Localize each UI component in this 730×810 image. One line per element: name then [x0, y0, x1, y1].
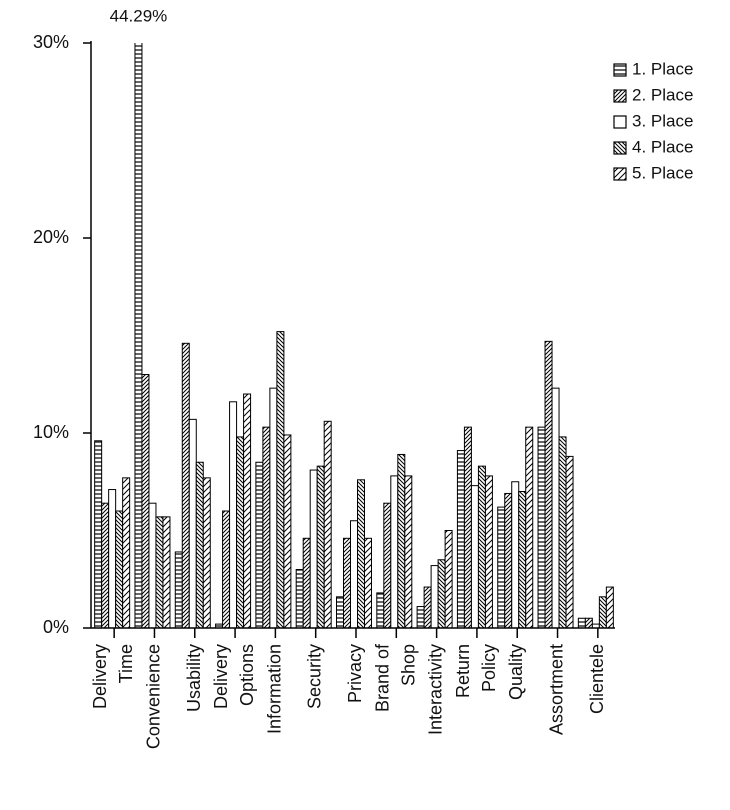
x-tick-label: Privacy — [345, 644, 365, 703]
bar — [108, 489, 117, 629]
y-tick-label: 20% — [33, 227, 69, 247]
legend-swatch — [613, 141, 627, 155]
bar — [262, 426, 271, 629]
bar — [134, 43, 143, 629]
bar — [222, 510, 231, 629]
bar — [188, 418, 197, 629]
bar — [115, 510, 124, 629]
bar — [511, 481, 520, 629]
bar — [537, 426, 546, 629]
bar — [243, 393, 252, 629]
bar — [565, 455, 574, 629]
bar — [477, 465, 486, 629]
bar — [463, 426, 472, 629]
bar — [295, 569, 304, 629]
bar — [283, 434, 292, 629]
bar — [504, 492, 513, 629]
x-tick-label: Brand of Shop — [372, 643, 418, 712]
bar — [357, 479, 365, 629]
bar — [551, 387, 560, 629]
legend-label: 4. Place — [632, 137, 693, 156]
x-tick-label: Information — [264, 644, 284, 734]
y-tick-label: 10% — [33, 422, 69, 442]
bar — [155, 516, 164, 629]
bar — [525, 426, 534, 629]
bar — [584, 617, 593, 629]
bar — [276, 331, 285, 629]
bar — [350, 520, 358, 629]
bar — [456, 450, 465, 629]
bar — [229, 401, 238, 629]
bar — [423, 586, 432, 629]
bar — [444, 530, 453, 629]
bar — [484, 475, 493, 629]
legend-label: 3. Place — [632, 111, 693, 130]
bar — [518, 491, 527, 629]
x-tick-label: Convenience — [143, 644, 163, 749]
x-tick-label: Security — [304, 644, 324, 709]
bar — [255, 461, 264, 629]
bar — [343, 537, 351, 629]
x-tick-label: Usability — [184, 644, 204, 712]
bar — [430, 565, 439, 629]
bar — [383, 502, 392, 629]
bar — [316, 465, 325, 629]
y-tick-label: 0% — [43, 617, 69, 637]
bar — [101, 502, 110, 629]
bar — [269, 387, 278, 629]
legend-label: 1. Place — [632, 59, 693, 78]
bar — [404, 475, 413, 629]
bar — [577, 617, 586, 629]
y-tick-label: 30% — [33, 32, 69, 52]
x-tick-label: Quality — [506, 644, 526, 700]
legend-label: 5. Place — [632, 163, 693, 182]
bar — [302, 537, 311, 629]
legend-label: 2. Place — [632, 85, 693, 104]
x-tick-label: Interactivity — [425, 644, 445, 735]
bar — [141, 374, 150, 629]
bar — [558, 436, 567, 629]
bar — [470, 485, 479, 629]
bar — [181, 342, 190, 629]
bar — [236, 436, 245, 629]
bar — [605, 586, 614, 629]
legend-swatch — [613, 115, 627, 129]
value-label: 44.29% — [110, 6, 168, 25]
bar — [437, 559, 446, 629]
x-tick-label: Assortment — [546, 644, 566, 735]
bar — [174, 551, 183, 629]
bar — [309, 469, 318, 629]
bar — [162, 516, 171, 629]
legend-swatch — [613, 167, 627, 181]
x-tick-label: Delivery Time — [90, 644, 136, 709]
bar — [364, 537, 372, 629]
bar — [397, 453, 406, 629]
bar — [598, 596, 607, 629]
bar — [376, 592, 385, 629]
bar — [202, 477, 211, 629]
x-tick-label: Delivery Options — [211, 644, 257, 709]
x-tick-label: Clientele — [587, 644, 607, 714]
bar — [94, 440, 103, 629]
bar — [390, 475, 399, 629]
x-tick-label: Return Policy — [453, 644, 499, 698]
bar — [416, 606, 425, 629]
plot-area — [94, 43, 614, 629]
bar — [122, 477, 131, 629]
bar — [148, 502, 157, 629]
legend-swatch — [613, 63, 627, 77]
bar — [336, 596, 344, 629]
legend-swatch — [613, 89, 627, 103]
bar — [544, 340, 553, 629]
bar — [195, 461, 204, 629]
bar — [497, 506, 506, 629]
bar — [323, 420, 332, 629]
